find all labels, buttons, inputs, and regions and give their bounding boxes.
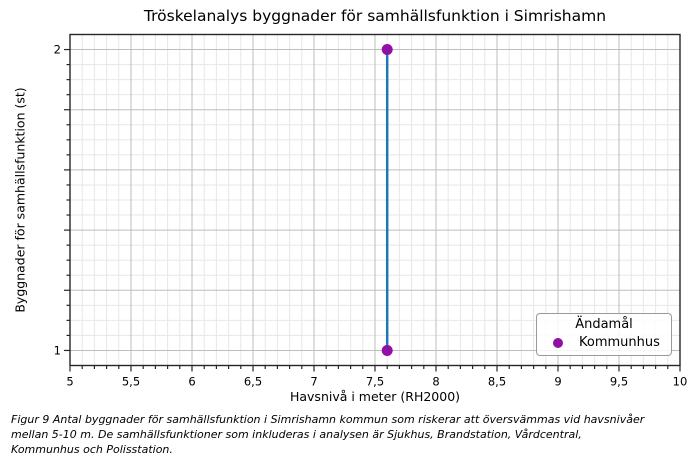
legend: Ändamål Kommunhus: [536, 313, 672, 356]
x-tick-label: 9,5: [610, 375, 628, 389]
chart-title: Tröskelanalys byggnader för samhällsfunk…: [143, 7, 607, 25]
data-point: [381, 44, 393, 56]
y-axis-label: Byggnader för samhällsfunktion (st): [12, 87, 28, 313]
legend-item-kommunhus: Kommunhus: [543, 335, 665, 350]
legend-item-label: Kommunhus: [579, 335, 660, 350]
legend-marker-icon: [553, 337, 563, 348]
legend-title: Ändamål: [575, 317, 633, 332]
x-axis-label: Havsnivå i meter (RH2000): [289, 389, 461, 404]
x-tick-label: 9: [554, 375, 561, 389]
x-tick-label: 5: [66, 375, 73, 389]
x-tick-label: 6: [188, 375, 195, 389]
x-tick-label: 5,5: [122, 375, 140, 389]
x-tick-label: 7,5: [366, 375, 384, 389]
x-tick-label: 8: [432, 375, 439, 389]
caption-line: Kommunhus och Polisstation.: [11, 443, 173, 456]
x-tick-label: 6,5: [244, 375, 262, 389]
x-tick-label: 10: [673, 375, 688, 389]
caption-line: mellan 5-10 m. De samhällsfunktioner som…: [11, 428, 582, 441]
y-tick-label: 1: [54, 343, 61, 357]
y-tick-label: 2: [54, 43, 61, 57]
caption-line: Figur 9 Antal byggnader för samhällsfunk…: [11, 413, 645, 426]
x-tick-label: 8,5: [488, 375, 506, 389]
figure-caption: Figur 9 Antal byggnader för samhällsfunk…: [11, 412, 644, 457]
x-tick-label: 7: [310, 375, 317, 389]
data-point: [381, 344, 393, 356]
